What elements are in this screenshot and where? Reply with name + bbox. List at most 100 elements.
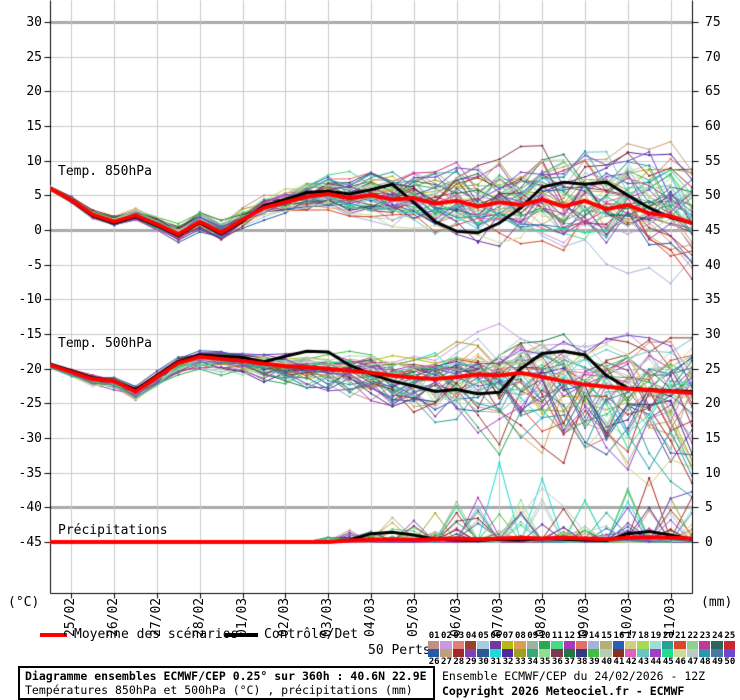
pert-color-swatch bbox=[428, 641, 440, 649]
pert-number-label: 09 bbox=[527, 631, 539, 641]
x-axis-date-label: 25/02 bbox=[63, 597, 79, 637]
pert-number-label: 32 bbox=[502, 657, 514, 667]
left-axis-tick-label: 10 bbox=[26, 153, 42, 169]
right-axis-tick-label: 30 bbox=[705, 326, 721, 342]
left-axis-unit: (°C) bbox=[8, 595, 40, 610]
pert-color-swatch bbox=[674, 641, 686, 649]
pert-number-label: 39 bbox=[588, 657, 600, 667]
pert-color-swatch bbox=[662, 641, 674, 649]
pert-color-swatch bbox=[686, 649, 699, 657]
pert-number-label: 08 bbox=[514, 631, 526, 641]
right-axis-tick-label: 40 bbox=[705, 257, 721, 273]
pert-number-label: 33 bbox=[514, 657, 526, 667]
right-axis-tick-label: 60 bbox=[705, 119, 721, 134]
pert-color-swatch bbox=[464, 641, 477, 649]
pert-number-label: 06 bbox=[490, 631, 502, 641]
x-axis-date-label: 05/03 bbox=[405, 597, 421, 637]
left-axis-tick-label: -45 bbox=[18, 534, 42, 550]
pert-color-swatch bbox=[440, 641, 452, 649]
pert-color-swatch bbox=[612, 649, 625, 657]
right-axis-tick-label: 75 bbox=[705, 15, 721, 30]
left-axis-tick-label: 0 bbox=[34, 223, 42, 238]
pert-color-swatch bbox=[477, 641, 489, 649]
pert-color-swatch bbox=[551, 641, 563, 649]
mean-legend-label: Moyenne des scénarios bbox=[74, 627, 239, 642]
right-axis-tick-label: 65 bbox=[705, 84, 721, 100]
pert-color-swatch bbox=[428, 649, 440, 657]
pert-color-swatch bbox=[452, 641, 464, 649]
pert-number-label: 07 bbox=[502, 631, 514, 641]
pert-number-label: 30 bbox=[478, 657, 489, 667]
pert-number-label: 36 bbox=[551, 657, 563, 667]
x-axis-date-label: 28/02 bbox=[191, 597, 207, 637]
pert-number-label: 05 bbox=[478, 631, 489, 641]
pert-color-swatch bbox=[711, 649, 723, 657]
right-axis-tick-label: 20 bbox=[705, 396, 721, 412]
pert-number-label: 10 bbox=[539, 631, 551, 641]
pert-number-label: 21 bbox=[675, 631, 686, 641]
x-axis-date-label: 03/03 bbox=[320, 597, 336, 637]
pert-color-swatch bbox=[464, 649, 477, 657]
pert-number-label: 22 bbox=[687, 631, 699, 641]
pert-color-swatch bbox=[723, 641, 735, 649]
panel-label-500hpa: Temp. 500hPa bbox=[58, 336, 152, 351]
pert-number-label: 02 bbox=[441, 631, 452, 641]
pert-number-label: 42 bbox=[625, 657, 637, 667]
right-axis-tick-label: 45 bbox=[705, 223, 721, 238]
pert-number-label: 44 bbox=[650, 657, 662, 667]
left-axis-tick-label: 30 bbox=[26, 15, 42, 30]
pert-color-swatch bbox=[649, 649, 662, 657]
left-axis-tick-label: 15 bbox=[26, 119, 42, 134]
pert-color-swatch bbox=[489, 641, 501, 649]
right-axis-tick-label: 25 bbox=[705, 361, 721, 377]
left-axis-tick-label: -15 bbox=[18, 326, 42, 342]
pert-number-label: 41 bbox=[613, 657, 625, 667]
pert-color-swatch bbox=[526, 649, 538, 657]
x-axis-date-label: 27/02 bbox=[149, 597, 164, 637]
pert-number-label: 01 bbox=[428, 631, 440, 641]
pert-number-label: 23 bbox=[699, 631, 711, 641]
pert-number-label: 38 bbox=[576, 657, 588, 667]
pert-color-swatch bbox=[563, 641, 575, 649]
pert-number-label: 50 bbox=[724, 657, 736, 667]
right-axis-tick-label: 70 bbox=[705, 49, 721, 65]
pert-color-swatch bbox=[637, 641, 649, 649]
pert-color-swatch bbox=[575, 649, 588, 657]
footer-title-box bbox=[18, 666, 435, 700]
pert-number-label: 27 bbox=[441, 657, 452, 667]
pert-number-label: 34 bbox=[527, 657, 539, 667]
pert-color-swatch bbox=[711, 641, 723, 649]
pert-color-swatch bbox=[625, 649, 637, 657]
left-axis-tick-label: -5 bbox=[26, 257, 42, 273]
pert-color-swatch bbox=[440, 649, 452, 657]
pert-number-label: 24 bbox=[712, 631, 723, 641]
pert-number-label: 46 bbox=[675, 657, 686, 667]
pert-number-label: 31 bbox=[490, 657, 502, 667]
pert-number-label: 15 bbox=[601, 631, 613, 641]
pert-color-swatch bbox=[575, 641, 588, 649]
x-axis-date-label: 01/03 bbox=[234, 597, 250, 637]
pert-number-label: 25 bbox=[724, 631, 736, 641]
left-axis-tick-label: -10 bbox=[18, 292, 42, 308]
pert-color-swatch bbox=[526, 641, 538, 649]
control-line-swatch bbox=[225, 633, 258, 637]
panel-label-precipitations: Précipitations bbox=[58, 523, 168, 538]
run-info: Ensemble ECMWF/CEP du 24/02/2026 - 12Z bbox=[442, 669, 706, 683]
pert-color-swatch bbox=[501, 641, 514, 649]
pert-color-swatch bbox=[674, 649, 686, 657]
pert-color-swatch bbox=[686, 641, 699, 649]
pert-color-swatch bbox=[600, 641, 612, 649]
right-axis-tick-label: 10 bbox=[705, 465, 721, 481]
pert-color-swatch bbox=[501, 649, 514, 657]
pert-color-swatch bbox=[723, 649, 735, 657]
pert-number-label: 18 bbox=[638, 631, 650, 641]
pert-number-label: 43 bbox=[638, 657, 650, 667]
pert-color-swatch bbox=[699, 649, 711, 657]
right-axis-tick-label: 15 bbox=[705, 430, 721, 446]
pert-number-label: 20 bbox=[662, 631, 674, 641]
pert-number-label: 13 bbox=[576, 631, 588, 641]
pert-number-label: 11 bbox=[551, 631, 563, 641]
perturbations-label: 50 Perts. bbox=[368, 643, 439, 658]
pert-number-label: 19 bbox=[650, 631, 662, 641]
